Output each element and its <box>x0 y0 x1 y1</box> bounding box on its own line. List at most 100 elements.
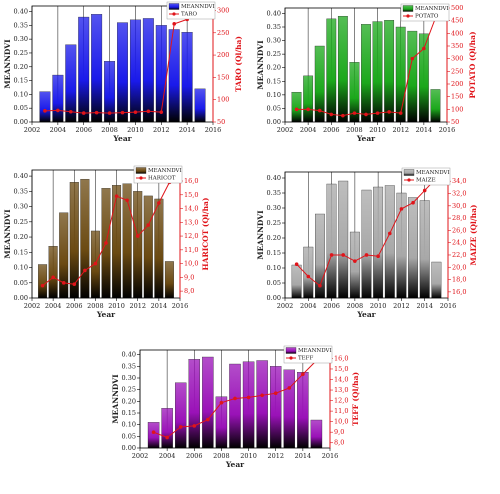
y2-tick-label: 100 <box>451 105 463 113</box>
bar <box>52 74 64 123</box>
y-tick-label: 0.25 <box>267 50 281 58</box>
y-tick-label: 0.35 <box>267 23 281 31</box>
line-point <box>94 110 99 115</box>
x-axis-title: Year <box>96 310 116 319</box>
line-point <box>146 223 151 227</box>
line-point <box>422 188 427 193</box>
bar <box>303 75 314 123</box>
bar <box>133 191 143 299</box>
legend-label: MEANNDVI <box>416 170 450 176</box>
bar <box>283 369 296 449</box>
line-point <box>172 22 177 26</box>
line-point <box>72 282 77 287</box>
x-tick-label: 2006 <box>66 302 83 310</box>
x-axis-title: Year <box>356 134 376 143</box>
y-tick-label: 0.20 <box>14 233 28 241</box>
bar <box>361 24 371 123</box>
bar <box>129 19 141 123</box>
legend-swatch <box>285 347 297 354</box>
bar <box>372 21 383 123</box>
line-point <box>364 253 369 257</box>
y-tick-label: 0.25 <box>267 219 281 227</box>
bar <box>112 185 122 299</box>
bar <box>361 189 372 299</box>
x-tick-label: 2004 <box>159 452 176 460</box>
x-tick-label: 2002 <box>132 452 149 460</box>
x-tick-label: 2012 <box>393 302 410 310</box>
x-tick-label: 2008 <box>101 126 118 134</box>
line-point <box>318 283 322 288</box>
y2-axis-title: TEFF (Ql/ha) <box>351 372 360 426</box>
y2-axis-title: HARICOT (Ql/ha) <box>201 198 210 271</box>
bar <box>338 180 349 299</box>
legend-swatch <box>402 5 414 12</box>
bar <box>168 29 180 123</box>
y2-tick-label: 9,0 <box>334 428 344 436</box>
y-tick-label: 0.10 <box>267 91 281 99</box>
line-point <box>329 112 334 117</box>
y2-tick-label: 26,0 <box>452 226 466 234</box>
bar <box>117 22 128 123</box>
y-tick-label: 0.20 <box>122 397 136 405</box>
y-tick-label: 0.35 <box>14 187 28 195</box>
y-tick-label: 0.05 <box>267 104 281 112</box>
line-point <box>206 417 210 422</box>
line-point <box>233 396 237 401</box>
y2-tick-label: 50 <box>451 118 459 126</box>
y2-tick-label: 12,0 <box>184 232 198 240</box>
bar <box>431 261 442 299</box>
bar <box>202 356 214 449</box>
line-point <box>341 113 345 118</box>
y-tick-label: 0.20 <box>267 64 281 72</box>
legend-label: TARO <box>181 12 197 18</box>
x-tick-label: 2004 <box>50 126 67 134</box>
y-tick-label: 0.15 <box>122 409 136 417</box>
x-tick-label: 2008 <box>87 302 104 310</box>
line-point <box>219 400 224 405</box>
y2-tick-label: 28,0 <box>452 214 466 222</box>
y-tick-label: 0.00 <box>14 294 28 302</box>
bar <box>38 264 48 299</box>
bar <box>384 20 395 123</box>
y2-tick-label: 13,0 <box>334 386 348 394</box>
line-point <box>146 109 151 114</box>
line-point <box>306 274 311 279</box>
x-axis-title: Year <box>225 460 245 469</box>
x-axis-title: Year <box>356 310 376 319</box>
y2-tick-label: 12,0 <box>334 397 348 405</box>
y2-tick-label: 500 <box>451 4 463 12</box>
y2-tick-label: 10,0 <box>334 418 348 426</box>
x-tick-label: 2010 <box>108 302 125 310</box>
line-point <box>157 201 161 205</box>
y-tick-label: 0.30 <box>267 37 281 45</box>
y2-tick-label: 250 <box>217 29 229 37</box>
line-point <box>120 110 125 115</box>
x-tick-label: 2008 <box>346 126 363 134</box>
y-tick-label: 0.05 <box>14 104 28 112</box>
y2-tick-label: 22,0 <box>452 251 466 259</box>
bar <box>194 88 206 123</box>
x-tick-label: 2016 <box>439 126 456 134</box>
y-tick-label: 0.10 <box>14 264 28 272</box>
y2-tick-label: 20,0 <box>452 263 466 271</box>
y-tick-label: 0.15 <box>267 77 281 85</box>
bar <box>80 178 90 299</box>
y-tick-label: 0.05 <box>122 432 136 440</box>
y-axis-title: MEANNDVI <box>3 39 12 89</box>
y2-tick-label: 16,0 <box>334 354 348 362</box>
y2-tick-label: 30,0 <box>452 202 466 210</box>
line-point <box>387 231 392 236</box>
line-point <box>294 107 299 112</box>
y-tick-label: 0.15 <box>14 248 28 256</box>
x-tick-label: 2010 <box>127 126 144 134</box>
y-tick-label: 0.25 <box>14 218 28 226</box>
y-tick-label: 0.00 <box>267 294 281 302</box>
bar <box>291 264 302 299</box>
legend-marker <box>406 14 410 18</box>
x-tick-label: 2008 <box>347 302 364 310</box>
y-tick-label: 0.35 <box>122 362 136 370</box>
x-tick-label: 2014 <box>416 126 433 134</box>
line-point <box>287 386 292 390</box>
y2-tick-label: 16,0 <box>452 288 466 296</box>
bar <box>39 91 51 123</box>
